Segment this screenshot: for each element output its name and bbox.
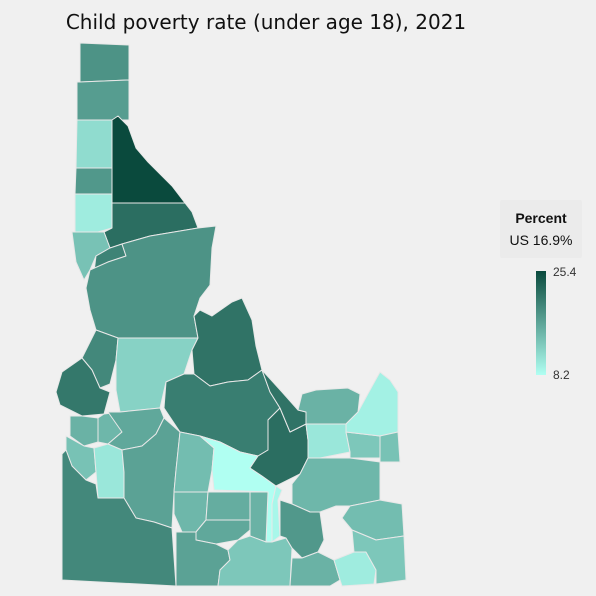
- scale-min-label: 8.2: [553, 368, 570, 382]
- county-idaho[interactable]: [85, 225, 217, 339]
- county-boundary[interactable]: [79, 42, 130, 83]
- county-teton[interactable]: [345, 371, 399, 437]
- county-kootenai[interactable]: [75, 119, 113, 169]
- scale-max-label: 25.4: [553, 265, 577, 279]
- county-lemhi[interactable]: [191, 297, 263, 387]
- county-lincoln[interactable]: [205, 491, 251, 521]
- county-bear-lake[interactable]: [351, 529, 407, 585]
- county-caribou[interactable]: [341, 499, 405, 541]
- county-latah[interactable]: [74, 193, 113, 233]
- county-bonneville[interactable]: [379, 431, 401, 463]
- map-title: Child poverty rate (under age 18), 2021: [65, 10, 467, 34]
- county-jefferson[interactable]: [305, 423, 351, 459]
- legend-box: Percent US 16.9%: [500, 200, 582, 258]
- county-ada[interactable]: [93, 443, 125, 499]
- county-cassia[interactable]: [217, 535, 293, 587]
- county-shoshone[interactable]: [111, 115, 186, 204]
- county-bonner[interactable]: [76, 79, 130, 121]
- county-benewah[interactable]: [74, 167, 113, 195]
- county-washington[interactable]: [55, 357, 111, 417]
- legend-title: Percent: [515, 210, 567, 226]
- county-nez-perce[interactable]: [71, 231, 111, 281]
- county-minidoka[interactable]: [249, 491, 269, 543]
- us-average-label: US 16.9%: [509, 232, 573, 248]
- color-scale-bar: [536, 271, 546, 375]
- county-oneida[interactable]: [289, 551, 341, 587]
